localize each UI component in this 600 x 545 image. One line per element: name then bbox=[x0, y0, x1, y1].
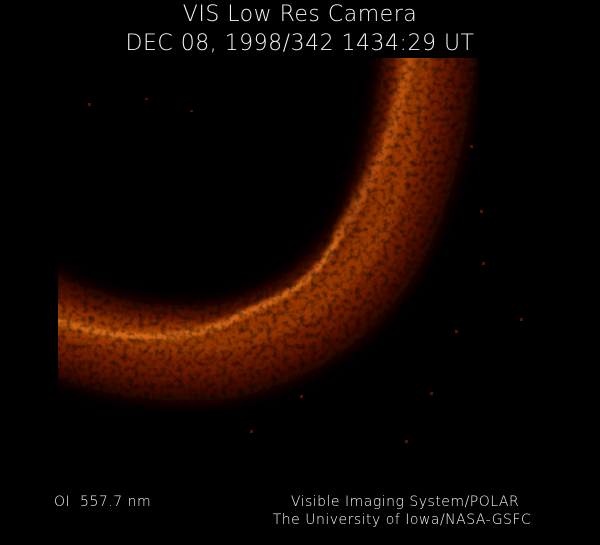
instrument-credit: Visible Imaging System/POLAR bbox=[290, 494, 520, 510]
filter-wavelength-label: OI 557.7 nm bbox=[54, 494, 152, 510]
timestamp-subtitle: DEC 08, 1998/342 1434:29 UT bbox=[125, 31, 475, 56]
image-title: VIS Low Res Camera bbox=[182, 2, 418, 27]
noise-speckles bbox=[88, 98, 523, 443]
institution-credit: The University of Iowa/NASA-GSFC bbox=[272, 512, 532, 528]
